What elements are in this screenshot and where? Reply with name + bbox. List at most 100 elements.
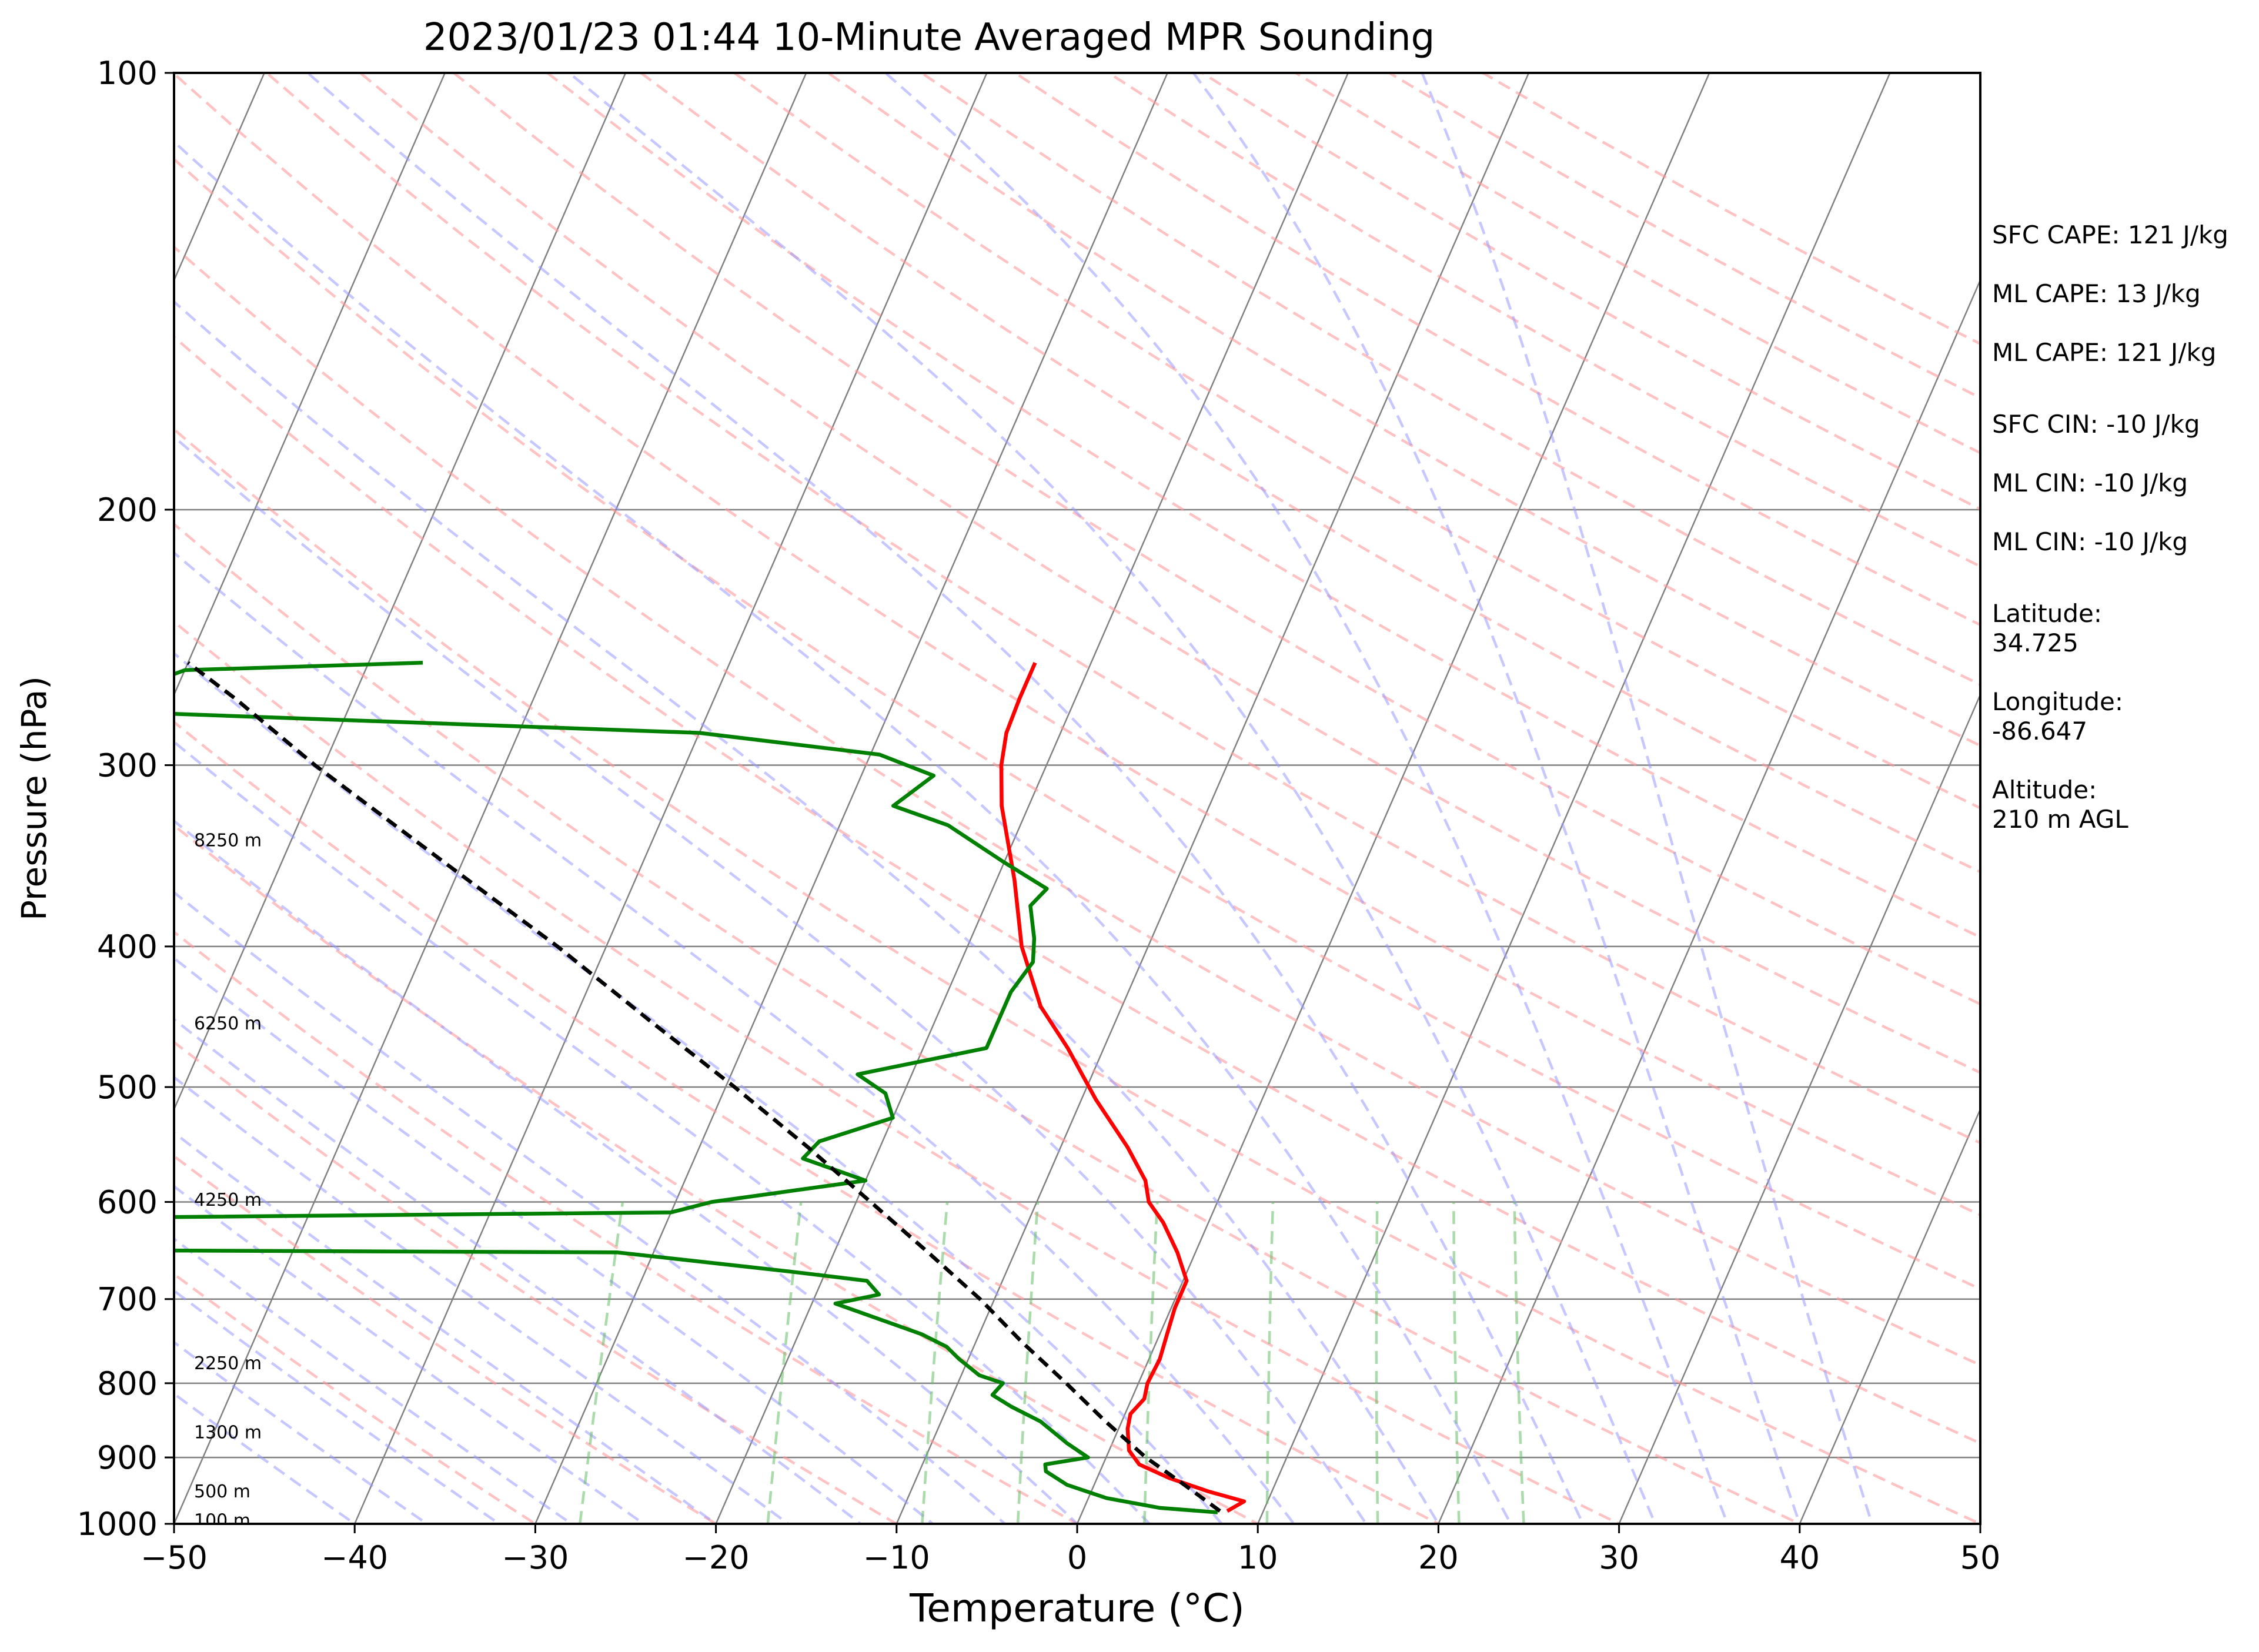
dry-adiabat-line: [174, 620, 1622, 1524]
isotherm-line: [1257, 73, 1891, 1524]
y-axis-label: Pressure (hPa): [14, 676, 54, 921]
altitude-value: 210 m AGL: [1992, 805, 2128, 834]
data-series: [174, 661, 1247, 1514]
mixing-ratio-line: [579, 1202, 624, 1524]
dry-adiabat-line: [174, 1272, 538, 1524]
plot-frame: [173, 72, 1981, 1525]
height-label: 6250 m: [194, 1014, 262, 1034]
height-label: 100 m: [194, 1511, 250, 1531]
side-panel: SFC CAPE: 121 J/kg ML CAPE: 13 J/kg ML C…: [1992, 220, 2228, 834]
moist-adiabat-line: [174, 1018, 863, 1524]
isotherm-line: [174, 73, 627, 1111]
isotherm-line: [534, 73, 1168, 1524]
ml-cape-text: ML CAPE: 13 J/kg: [1992, 279, 2201, 308]
y-tick-label: 600: [97, 1183, 158, 1220]
height-label: 8250 m: [194, 830, 262, 851]
x-tick-label: 30: [1599, 1539, 1639, 1576]
dry-adiabat-line: [174, 720, 1442, 1524]
moist-adiabat-line: [306, 73, 1585, 1524]
y-tick-label: 900: [97, 1439, 158, 1476]
isotherm-line: [1618, 693, 1980, 1524]
isotherm-line: [1076, 73, 1710, 1524]
latitude-value: 34.725: [1992, 628, 2078, 657]
moist-adiabat-line: [1192, 73, 1802, 1524]
plot-area: 100 m 500 m 1300 m 2250 m 4250 m 6250 m 8250 m: [174, 73, 1980, 1531]
x-tick-label: −10: [863, 1539, 930, 1576]
x-tick-label: −40: [321, 1539, 388, 1576]
moist-adiabat-line: [568, 73, 1657, 1524]
moist-adiabat-line: [174, 957, 935, 1524]
y-tick-label: 1000: [77, 1506, 158, 1543]
moist-adiabat-line: [174, 300, 1441, 1524]
mixing-ratio-line: [1513, 1202, 1525, 1524]
dry-adiabat-line: [827, 73, 1980, 747]
dry-adiabat-line: [174, 930, 1080, 1524]
height-labels: 100 m 500 m 1300 m 2250 m 4250 m 6250 m 8250 m: [194, 830, 262, 1531]
longitude-value: -86.647: [1992, 717, 2087, 745]
x-tick-label: 20: [1418, 1539, 1459, 1576]
isotherm-line: [174, 73, 807, 1524]
mixing-ratio-line: [1375, 1202, 1379, 1524]
dry-adiabat-line: [921, 73, 1980, 687]
y-tick-label: 200: [97, 491, 158, 529]
height-label: 500 m: [194, 1482, 250, 1502]
dry-adiabat-line: [733, 73, 1980, 810]
x-tick-label: −50: [141, 1539, 208, 1576]
dry-adiabat-line: [174, 245, 1980, 1367]
moist-adiabat-line: [174, 1392, 357, 1524]
dry-adiabat-line: [174, 427, 1980, 1524]
y-tick-label: 500: [97, 1069, 158, 1106]
latitude-label: Latitude:: [1992, 599, 2102, 628]
ml-cin-text-2: ML CIN: -10 J/kg: [1992, 527, 2188, 556]
x-tick-label: −20: [683, 1539, 750, 1576]
x-tick-label: 40: [1779, 1539, 1820, 1576]
x-axis-label: Temperature (°C): [909, 1586, 1245, 1631]
mixing-ratio-line: [1452, 1202, 1461, 1524]
moist-adiabat-line: [1421, 73, 1874, 1524]
sfc-cape-text: SFC CAPE: 121 J/kg: [1992, 220, 2228, 249]
moist-adiabat-line: [174, 819, 1080, 1524]
dry-adiabat-line: [174, 824, 1261, 1524]
dewpoint-line: [174, 661, 1218, 1514]
isotherm-line: [715, 73, 1349, 1524]
mixing-ratio-line: [1016, 1202, 1040, 1524]
x-tick-label: −30: [502, 1539, 569, 1576]
isotherm-line: [353, 73, 988, 1524]
moist-adiabat-line: [174, 1289, 502, 1524]
moist-adiabat-line: [174, 1340, 430, 1524]
y-tick-label: 800: [97, 1365, 158, 1402]
dry-adiabat-line: [359, 73, 1980, 1075]
height-label: 4250 m: [194, 1190, 262, 1210]
moist-adiabat-line: [884, 73, 1729, 1524]
isotherm-line: [1799, 1107, 1980, 1524]
y-tick-label: 400: [97, 928, 158, 965]
y-tick-label: 700: [97, 1281, 158, 1318]
y-tick-label: 100: [97, 55, 158, 92]
dry-adiabat-line: [174, 73, 1980, 1217]
ml-cape-text-2: ML CAPE: 121 J/kg: [1992, 338, 2216, 367]
x-tick-label: 50: [1960, 1539, 2001, 1576]
isotherm-line: [1438, 278, 1980, 1524]
mixing-ratio-line: [921, 1202, 949, 1524]
height-label: 1300 m: [194, 1423, 262, 1443]
dry-adiabat-line: [453, 73, 1980, 1006]
moist-adiabat-line: [174, 1237, 574, 1524]
moist-adiabat-line: [174, 1131, 719, 1524]
mixing-ratio-line: [766, 1202, 803, 1524]
isotherm-line: [174, 73, 446, 697]
dry-adiabat-line: [174, 157, 1980, 1291]
moist-adiabat-line: [174, 140, 1512, 1524]
dry-adiabat-line: [174, 522, 1803, 1524]
sfc-cin-text: SFC CIN: -10 J/kg: [1992, 410, 2200, 439]
height-label: 2250 m: [194, 1353, 262, 1374]
isotherm-line: [895, 73, 1530, 1524]
chart-title: 2023/01/23 01:44 10-Minute Averaged MPR …: [423, 16, 1435, 59]
x-tick-label: 0: [1067, 1539, 1087, 1576]
moist-adiabat-line: [174, 435, 1368, 1524]
altitude-label: Altitude:: [1992, 775, 2097, 804]
y-tick-label: 300: [97, 747, 158, 784]
axes: −50 −40 −30 −20 −10 0 10 20 30 40 50 100 200 300 400 50…: [77, 55, 2001, 1576]
moist-adiabat-line: [174, 651, 1224, 1524]
dry-adiabat-line: [174, 1154, 719, 1524]
